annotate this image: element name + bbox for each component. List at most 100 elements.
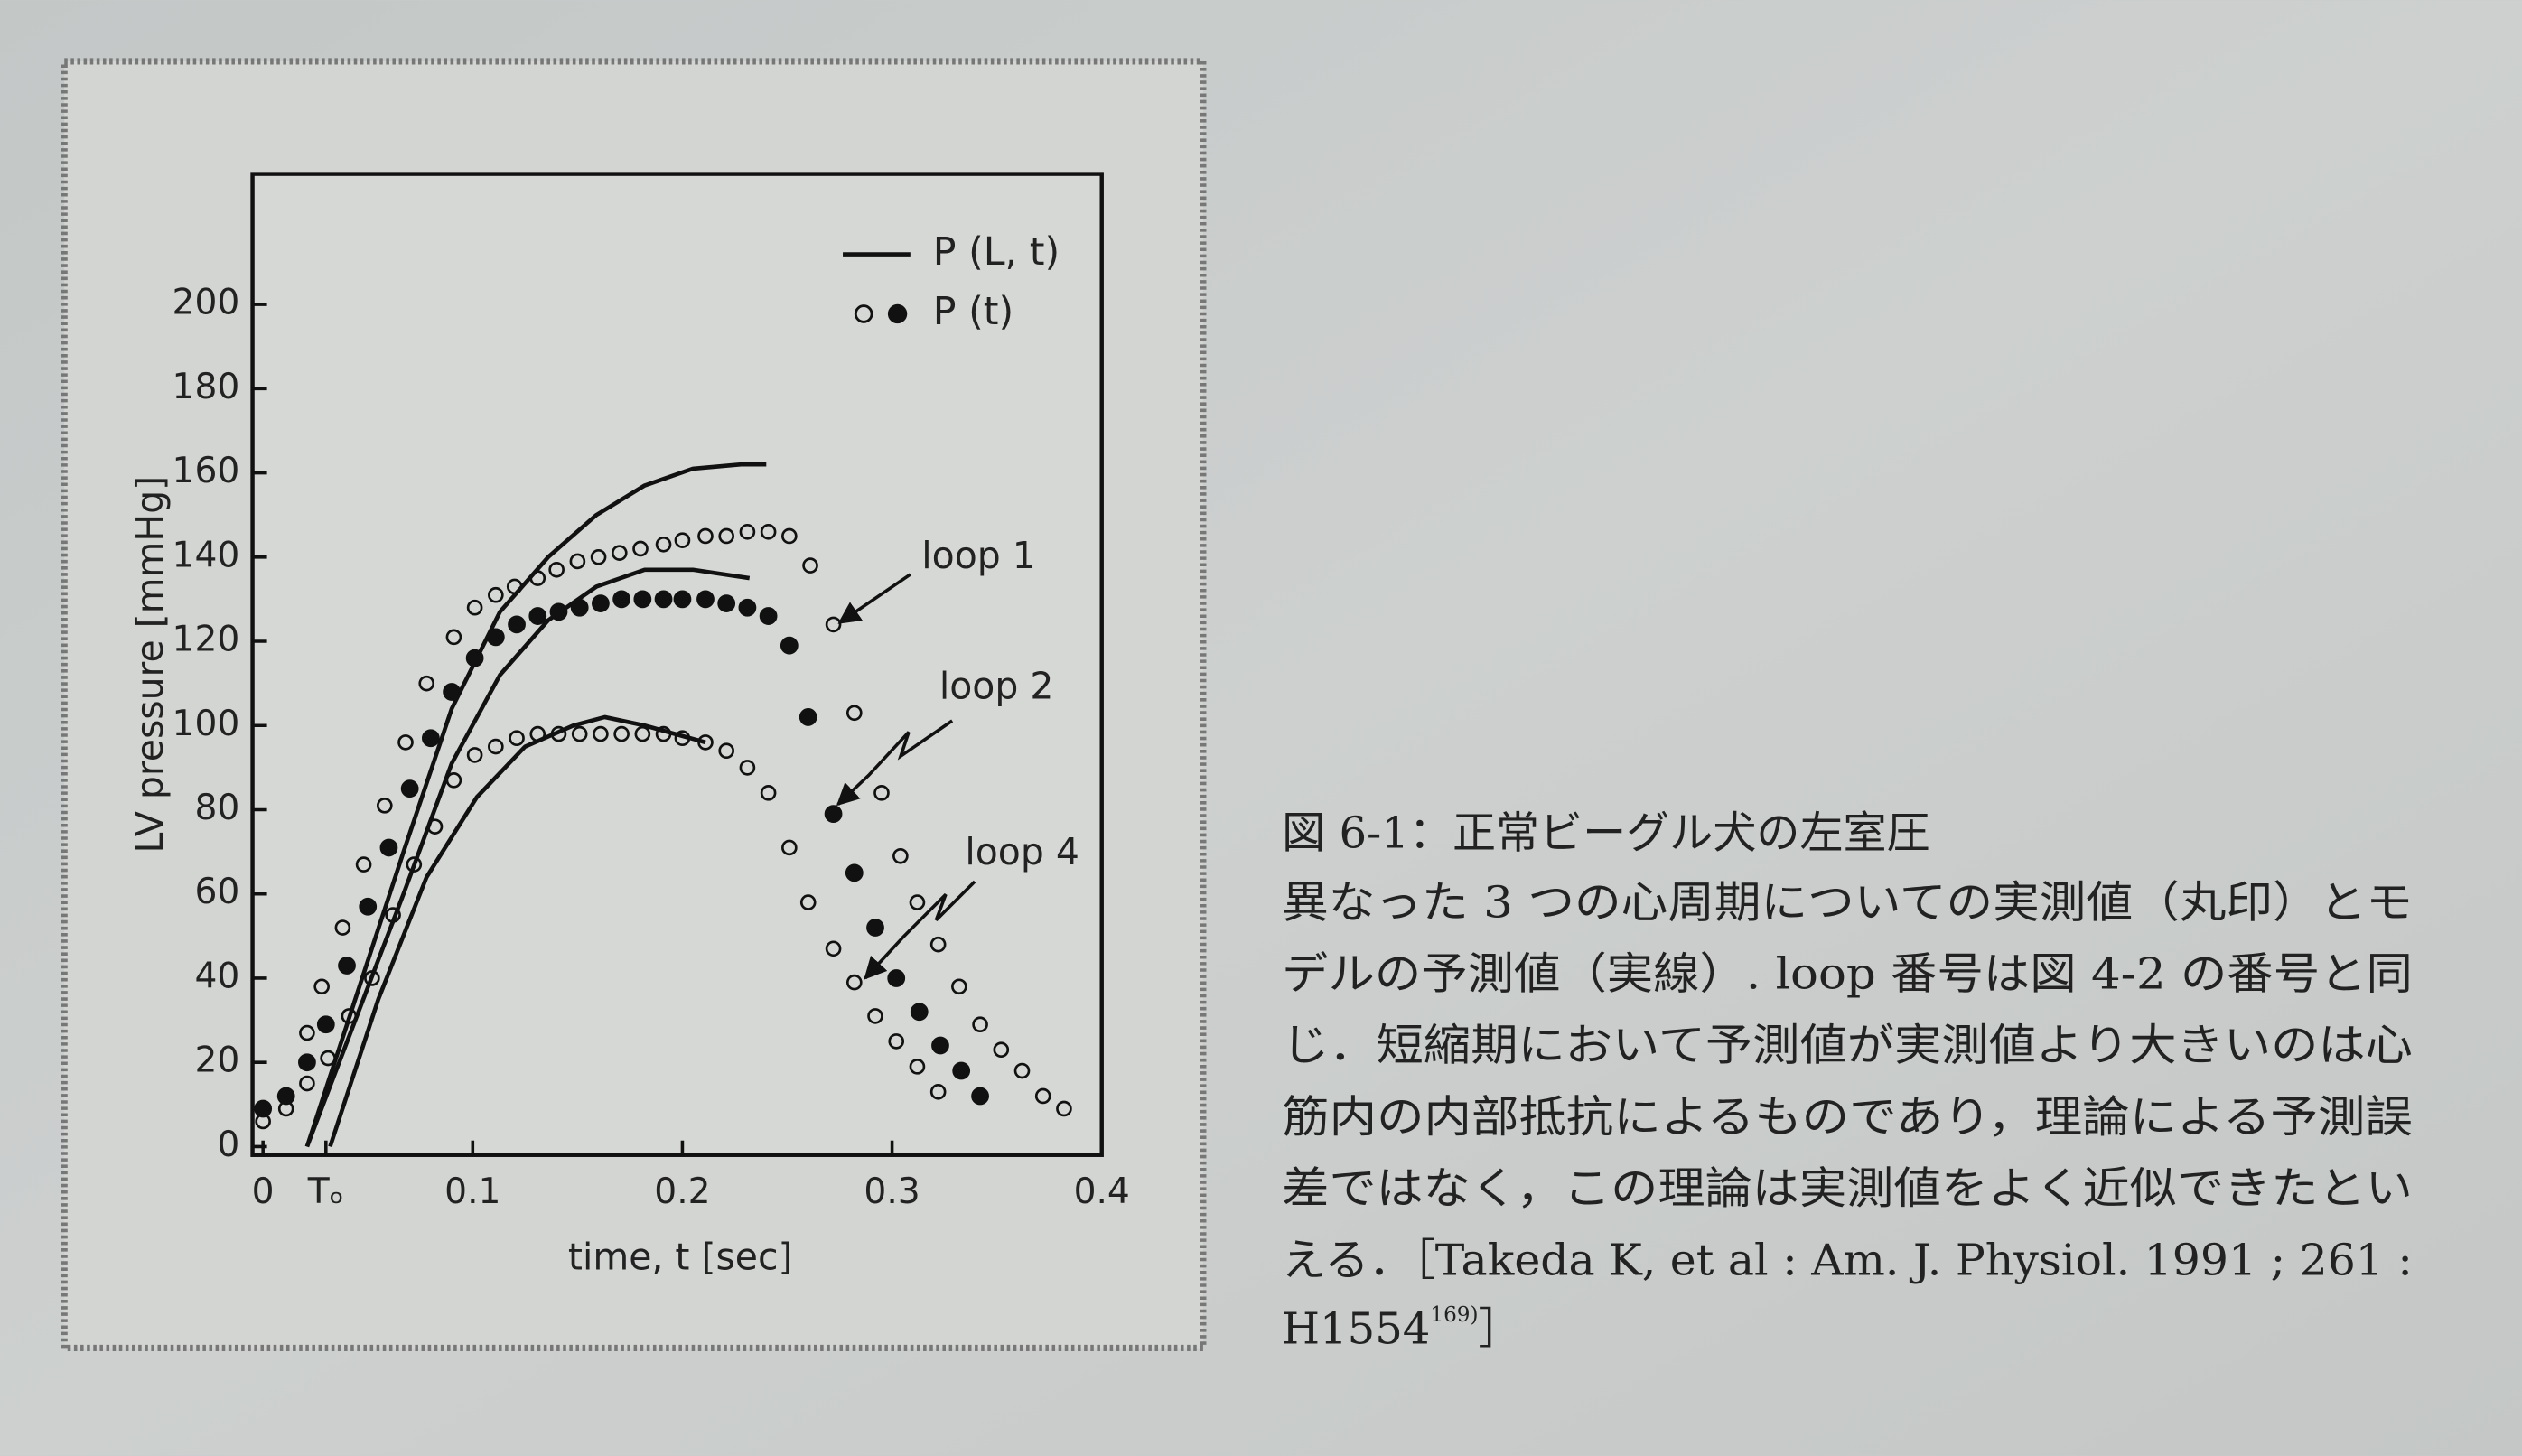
- measured-point-open: [397, 734, 414, 751]
- caption-last-line: H1554169)］: [1282, 1303, 1521, 1354]
- measured-point-open: [760, 785, 777, 801]
- y-tick-label: 20: [194, 1041, 239, 1081]
- measured-point-filled: [952, 1061, 971, 1080]
- measured-point-open: [867, 1008, 883, 1024]
- measured-point-open: [888, 1033, 905, 1050]
- measured-point-open: [611, 545, 628, 561]
- measured-point-filled: [612, 590, 631, 609]
- measured-point-open: [255, 1113, 271, 1130]
- measured-point-open: [892, 847, 909, 864]
- caption-line: 異なった 3 つの心周期についての実測値（丸印）とモ: [1282, 877, 2413, 928]
- measured-point-open: [426, 818, 444, 835]
- y-tick-label: 160: [173, 451, 240, 491]
- measured-point-filled: [910, 1003, 929, 1022]
- measured-point-open: [385, 907, 401, 923]
- measured-point-filled: [338, 957, 356, 975]
- caption-line: 筋内の内部抵抗によるものであり，理論による予測誤: [1282, 1092, 2413, 1143]
- x-tick-label: 0.2: [654, 1171, 710, 1212]
- caption-line: 差ではなく，この理論は実測値をよく近似できたとい: [1282, 1163, 2413, 1214]
- y-tick-label: 140: [173, 535, 240, 575]
- model-curve: [304, 567, 751, 1148]
- measured-point-open: [299, 1024, 315, 1041]
- annotation-arrow: [836, 719, 954, 807]
- measured-point-open: [466, 747, 483, 763]
- measured-point-open: [825, 616, 842, 633]
- measured-point-filled: [887, 969, 906, 987]
- y-tick-label: 120: [173, 620, 240, 660]
- measured-point-open: [802, 557, 818, 574]
- caption-title: 図 6-1：正常ビーグル犬の左室圧: [1282, 808, 1929, 859]
- measured-point-open: [550, 725, 567, 742]
- measured-point-open: [634, 725, 651, 742]
- measured-point-open: [529, 725, 546, 742]
- measured-point-open: [718, 742, 735, 760]
- legend-label: P (t): [933, 289, 1013, 334]
- measured-point-open: [781, 527, 798, 545]
- measured-point-filled: [400, 779, 419, 798]
- measured-point-open: [418, 675, 435, 692]
- caption-line: デルの予測値（実線）. loop 番号は図 4-2 の番号と同: [1282, 948, 2413, 999]
- measured-point-open: [1034, 1087, 1051, 1105]
- measured-point-open: [320, 1050, 336, 1067]
- legend-open-circle: [854, 304, 873, 323]
- annotation-arrow: [837, 573, 911, 624]
- measured-point-open: [488, 738, 504, 755]
- model-curve: [304, 462, 767, 1148]
- measured-point-filled: [738, 598, 757, 617]
- measured-point-filled: [316, 1015, 335, 1034]
- measured-point-open: [488, 586, 504, 603]
- model-curve: [328, 714, 706, 1148]
- measured-point-open: [655, 725, 672, 742]
- measured-point-open: [972, 1016, 988, 1033]
- measured-point-filled: [845, 863, 864, 882]
- measured-point-filled: [486, 628, 505, 647]
- measured-point-filled: [254, 1099, 273, 1118]
- x-tick-label: 0: [252, 1171, 275, 1212]
- annotation: loop 1: [921, 534, 1036, 577]
- annotation-arrow: [864, 880, 976, 980]
- measured-point-open: [341, 1008, 358, 1024]
- measured-point-open: [277, 1100, 294, 1117]
- measured-point-filled: [570, 598, 589, 617]
- x-tick-label: 0.4: [1074, 1171, 1130, 1212]
- measured-point-filled: [443, 683, 461, 701]
- measured-point-open: [509, 730, 525, 747]
- annotation: loop 4: [965, 830, 1079, 873]
- caption-line: える．［Takeda K, et al : Am. J. Physiol. 19…: [1282, 1235, 2413, 1285]
- measured-point-open: [571, 725, 588, 742]
- measured-point-open: [1013, 1062, 1031, 1079]
- measured-point-open: [909, 1059, 926, 1075]
- measured-point-filled: [421, 729, 440, 748]
- measured-point-open: [697, 527, 714, 545]
- caption-ref-close: ］: [1479, 1303, 1522, 1354]
- measured-point-open: [951, 978, 967, 995]
- measured-point-open: [334, 919, 351, 936]
- measured-point-filled: [780, 636, 799, 655]
- measured-point-filled: [673, 590, 692, 609]
- measured-point-open: [445, 772, 462, 789]
- measured-point-filled: [799, 708, 817, 726]
- measured-point-filled: [592, 594, 610, 612]
- measured-point-open: [632, 540, 649, 557]
- y-tick-label: 200: [173, 283, 240, 323]
- annotation: loop 2: [939, 664, 1054, 707]
- legend-filled-circle: [887, 303, 908, 324]
- measured-point-open: [406, 856, 423, 873]
- measured-point-filled: [465, 649, 484, 667]
- measured-point-open: [799, 894, 817, 910]
- measured-point-filled: [866, 919, 884, 937]
- measured-point-filled: [654, 590, 673, 609]
- x-tick-label: 0.3: [864, 1171, 920, 1212]
- measured-point-filled: [971, 1087, 989, 1106]
- measured-point-filled: [379, 838, 398, 857]
- y-tick-label: 180: [173, 367, 240, 407]
- measured-point-open: [929, 936, 947, 953]
- measured-point-open: [466, 599, 483, 616]
- measured-point-open: [909, 894, 926, 910]
- measured-point-open: [845, 974, 863, 991]
- measured-point-open: [718, 527, 735, 545]
- measured-point-open: [655, 536, 672, 553]
- measured-point-open: [1056, 1100, 1072, 1117]
